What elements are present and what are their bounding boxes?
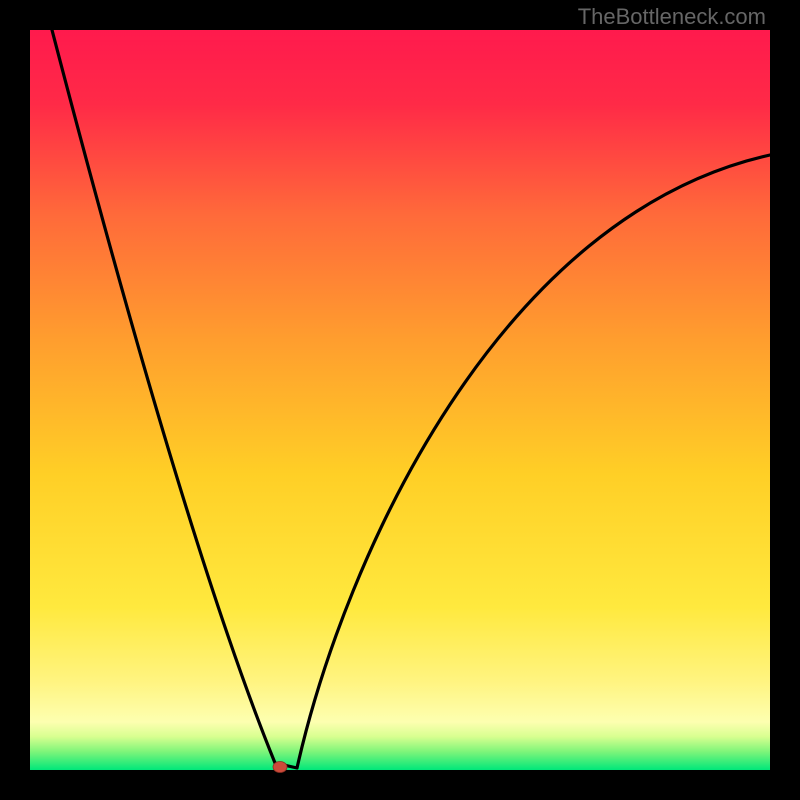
curve-layer bbox=[0, 0, 800, 800]
bottleneck-curve bbox=[52, 30, 770, 768]
chart-stage: TheBottleneck.com bbox=[0, 0, 800, 800]
minimum-marker bbox=[273, 762, 287, 773]
watermark-text: TheBottleneck.com bbox=[578, 4, 766, 30]
